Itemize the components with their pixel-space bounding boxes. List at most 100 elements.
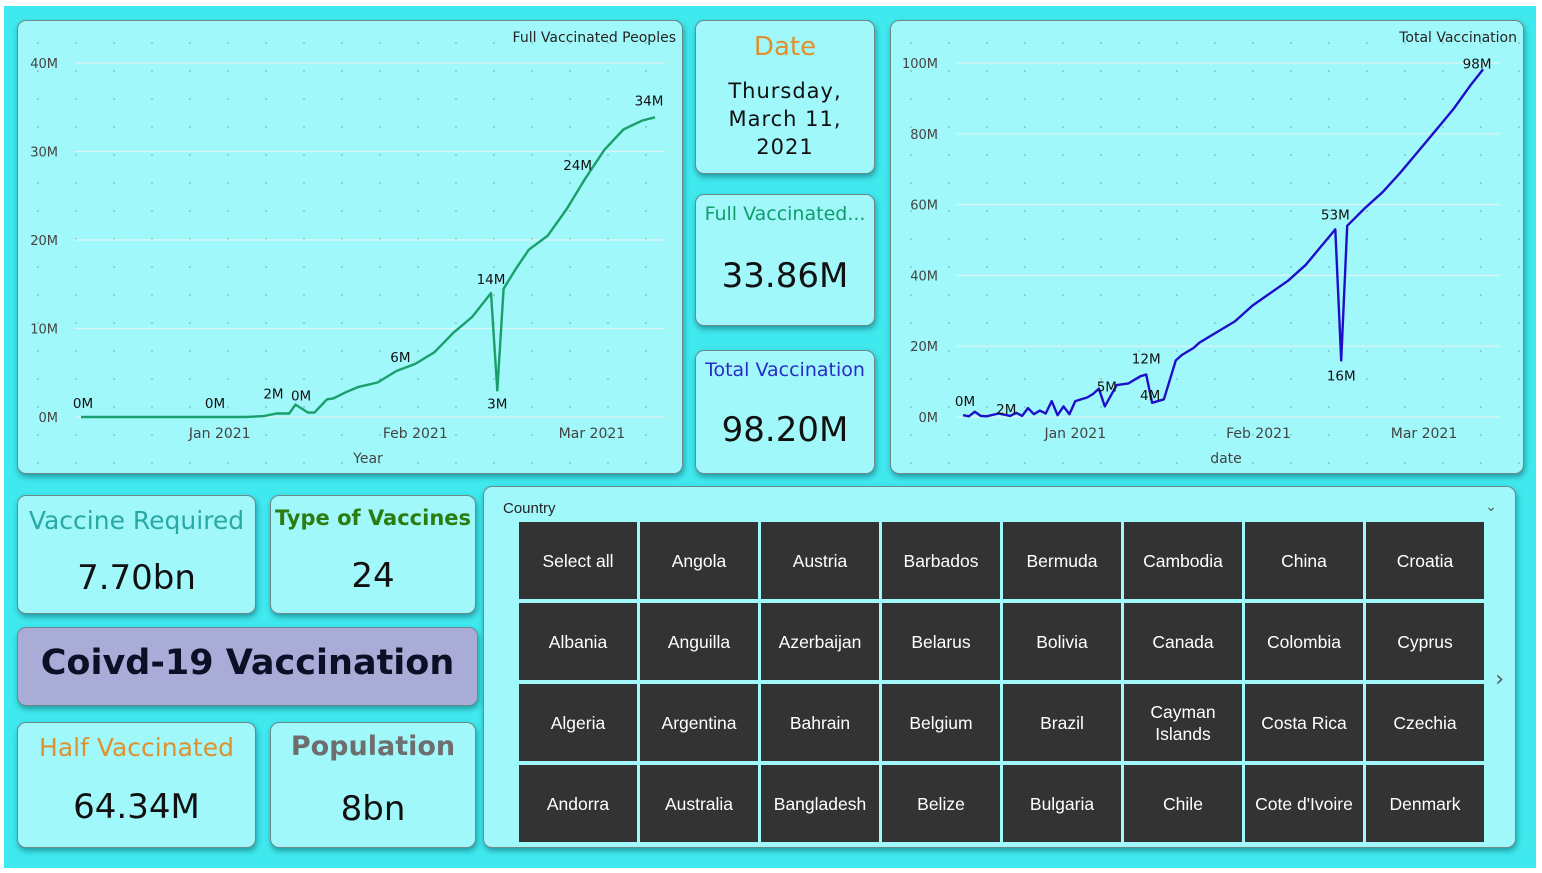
- half-vaccinated-card-value: 64.34M: [73, 787, 200, 827]
- population-card-title: Population: [290, 731, 456, 762]
- y-tick-label: 60M: [910, 199, 938, 214]
- data-label: 24M: [563, 158, 592, 174]
- country-tile[interactable]: Denmark: [1366, 765, 1484, 842]
- country-tile[interactable]: Austria: [761, 522, 879, 599]
- country-slicer: Country ⌄ Select all Angola Austria Barbado…: [483, 486, 1516, 848]
- data-label: 5M: [1097, 379, 1117, 395]
- y-tick-label: 80M: [910, 128, 938, 143]
- data-label: 12M: [1132, 352, 1161, 368]
- y-tick-label: 10M: [30, 323, 58, 338]
- data-label: 34M: [635, 93, 664, 109]
- population-card: Population 8bn: [270, 722, 476, 848]
- data-label: 3M: [487, 396, 507, 412]
- vaccine-required-card: Vaccine Required 7.70bn: [17, 495, 256, 614]
- y-tick-label: 40M: [30, 57, 58, 72]
- country-tile[interactable]: Australia: [640, 765, 758, 842]
- country-tile[interactable]: Czechia: [1366, 684, 1484, 761]
- country-tile[interactable]: Costa Rica: [1245, 684, 1363, 761]
- country-tile[interactable]: Angola: [640, 522, 758, 599]
- data-label: 0M: [955, 394, 975, 410]
- x-tick-label: Feb 2021: [383, 426, 448, 442]
- country-tile[interactable]: Colombia: [1245, 603, 1363, 680]
- vaccine-required-card-value: 7.70bn: [77, 558, 196, 598]
- data-label: 0M: [73, 396, 93, 412]
- total-vaccination-card-title: Total Vaccination: [705, 359, 865, 381]
- country-tile[interactable]: Bulgaria: [1003, 765, 1121, 842]
- data-label: 14M: [477, 272, 506, 288]
- country-tile[interactable]: China: [1245, 522, 1363, 599]
- country-tile[interactable]: Algeria: [519, 684, 637, 761]
- x-tick-label: Jan 2021: [1043, 426, 1106, 442]
- dashboard-title-banner: Coivd-19 Vaccination: [17, 627, 478, 706]
- country-tile[interactable]: Belarus: [882, 603, 1000, 680]
- x-tick-label: Jan 2021: [188, 426, 251, 442]
- chevron-right-icon[interactable]: ›: [1495, 667, 1504, 692]
- total-vaccination-card-value: 98.20M: [721, 410, 849, 450]
- data-label: 6M: [390, 350, 410, 366]
- data-label: 2M: [263, 387, 283, 403]
- total-vaccination-card: Total Vaccination 98.20M: [695, 350, 875, 474]
- country-tile[interactable]: Bolivia: [1003, 603, 1121, 680]
- data-label: 2M: [996, 402, 1016, 418]
- country-tile[interactable]: Anguilla: [640, 603, 758, 680]
- y-tick-label: 20M: [30, 234, 58, 249]
- full-vaccinated-chart[interactable]: Full Vaccinated Peoples 0M 10M 20M 30M 40M Jan…: [17, 20, 683, 474]
- type-of-vaccines-card-title: Type of Vaccines: [274, 506, 472, 530]
- date-card-value: Thursday, March 11, 2021: [728, 79, 842, 159]
- data-label: 0M: [291, 389, 311, 405]
- country-tile[interactable]: Belgium: [882, 684, 1000, 761]
- country-tile[interactable]: Barbados: [882, 522, 1000, 599]
- total-vaccination-chart[interactable]: Total Vaccination 0M 20M 40M 60M 80M 100M Jan 2…: [890, 20, 1524, 474]
- country-slicer-title: Country: [503, 500, 556, 517]
- chart-title: Total Vaccination: [1398, 30, 1517, 46]
- country-tile[interactable]: Canada: [1124, 603, 1242, 680]
- country-tile[interactable]: Chile: [1124, 765, 1242, 842]
- series-line[interactable]: [962, 68, 1485, 418]
- half-vaccinated-card-title: Half Vaccinated: [39, 733, 234, 762]
- country-tile[interactable]: Bermuda: [1003, 522, 1121, 599]
- country-tile[interactable]: Cyprus: [1366, 603, 1484, 680]
- x-tick-label: Mar 2021: [559, 426, 626, 442]
- half-vaccinated-card: Half Vaccinated 64.34M: [17, 722, 256, 848]
- chevron-down-icon[interactable]: ⌄: [1485, 499, 1497, 515]
- x-axis-label: date: [1210, 451, 1242, 467]
- x-axis-label: Year: [352, 451, 383, 467]
- country-tile[interactable]: Bangladesh: [761, 765, 879, 842]
- dashboard-canvas: Full Vaccinated Peoples 0M 10M 20M 30M 40M Jan…: [4, 6, 1536, 868]
- full-vaccinated-card-title: Full Vaccinated...: [704, 203, 866, 225]
- y-tick-label: 40M: [910, 269, 938, 284]
- y-tick-label: 20M: [910, 340, 938, 355]
- country-tile[interactable]: Croatia: [1366, 522, 1484, 599]
- country-tile[interactable]: Cayman Islands: [1124, 684, 1242, 761]
- x-tick-label: Mar 2021: [1391, 426, 1458, 442]
- data-label: 4M: [1140, 388, 1160, 404]
- x-tick-label: Feb 2021: [1226, 426, 1291, 442]
- vaccine-required-card-title: Vaccine Required: [28, 506, 245, 535]
- country-tile[interactable]: Brazil: [1003, 684, 1121, 761]
- y-tick-label: 100M: [902, 57, 938, 72]
- background-dots: [910, 42, 1520, 464]
- background-dots: [37, 42, 647, 464]
- country-tile[interactable]: Cambodia: [1124, 522, 1242, 599]
- full-vaccinated-card-value: 33.86M: [721, 256, 849, 296]
- select-all-button[interactable]: Select all: [519, 522, 637, 599]
- y-tick-label: 0M: [39, 411, 59, 426]
- population-card-value: 8bn: [340, 789, 406, 829]
- type-of-vaccines-card: Type of Vaccines 24: [270, 495, 476, 614]
- country-tile[interactable]: Albania: [519, 603, 637, 680]
- country-tile[interactable]: Azerbaijan: [761, 603, 879, 680]
- y-tick-label: 0M: [919, 411, 939, 426]
- full-vaccinated-chart-svg: Full Vaccinated Peoples 0M 10M 20M 30M 40M Jan…: [30, 30, 676, 467]
- series-line[interactable]: [81, 116, 656, 419]
- date-card-title: Date: [753, 32, 817, 62]
- date-card: Date Thursday, March 11, 2021: [695, 20, 875, 174]
- dashboard-title: Coivd-19 Vaccination: [40, 643, 455, 683]
- total-vaccination-chart-svg: Total Vaccination 0M 20M 40M 60M 80M 100M Jan 2…: [902, 30, 1520, 467]
- country-tile[interactable]: Argentina: [640, 684, 758, 761]
- country-tile[interactable]: Andorra: [519, 765, 637, 842]
- country-tile[interactable]: Belize: [882, 765, 1000, 842]
- country-tile[interactable]: Cote d'Ivoire: [1245, 765, 1363, 842]
- type-of-vaccines-card-value: 24: [351, 556, 395, 596]
- country-tile[interactable]: Bahrain: [761, 684, 879, 761]
- data-label: 16M: [1327, 368, 1356, 384]
